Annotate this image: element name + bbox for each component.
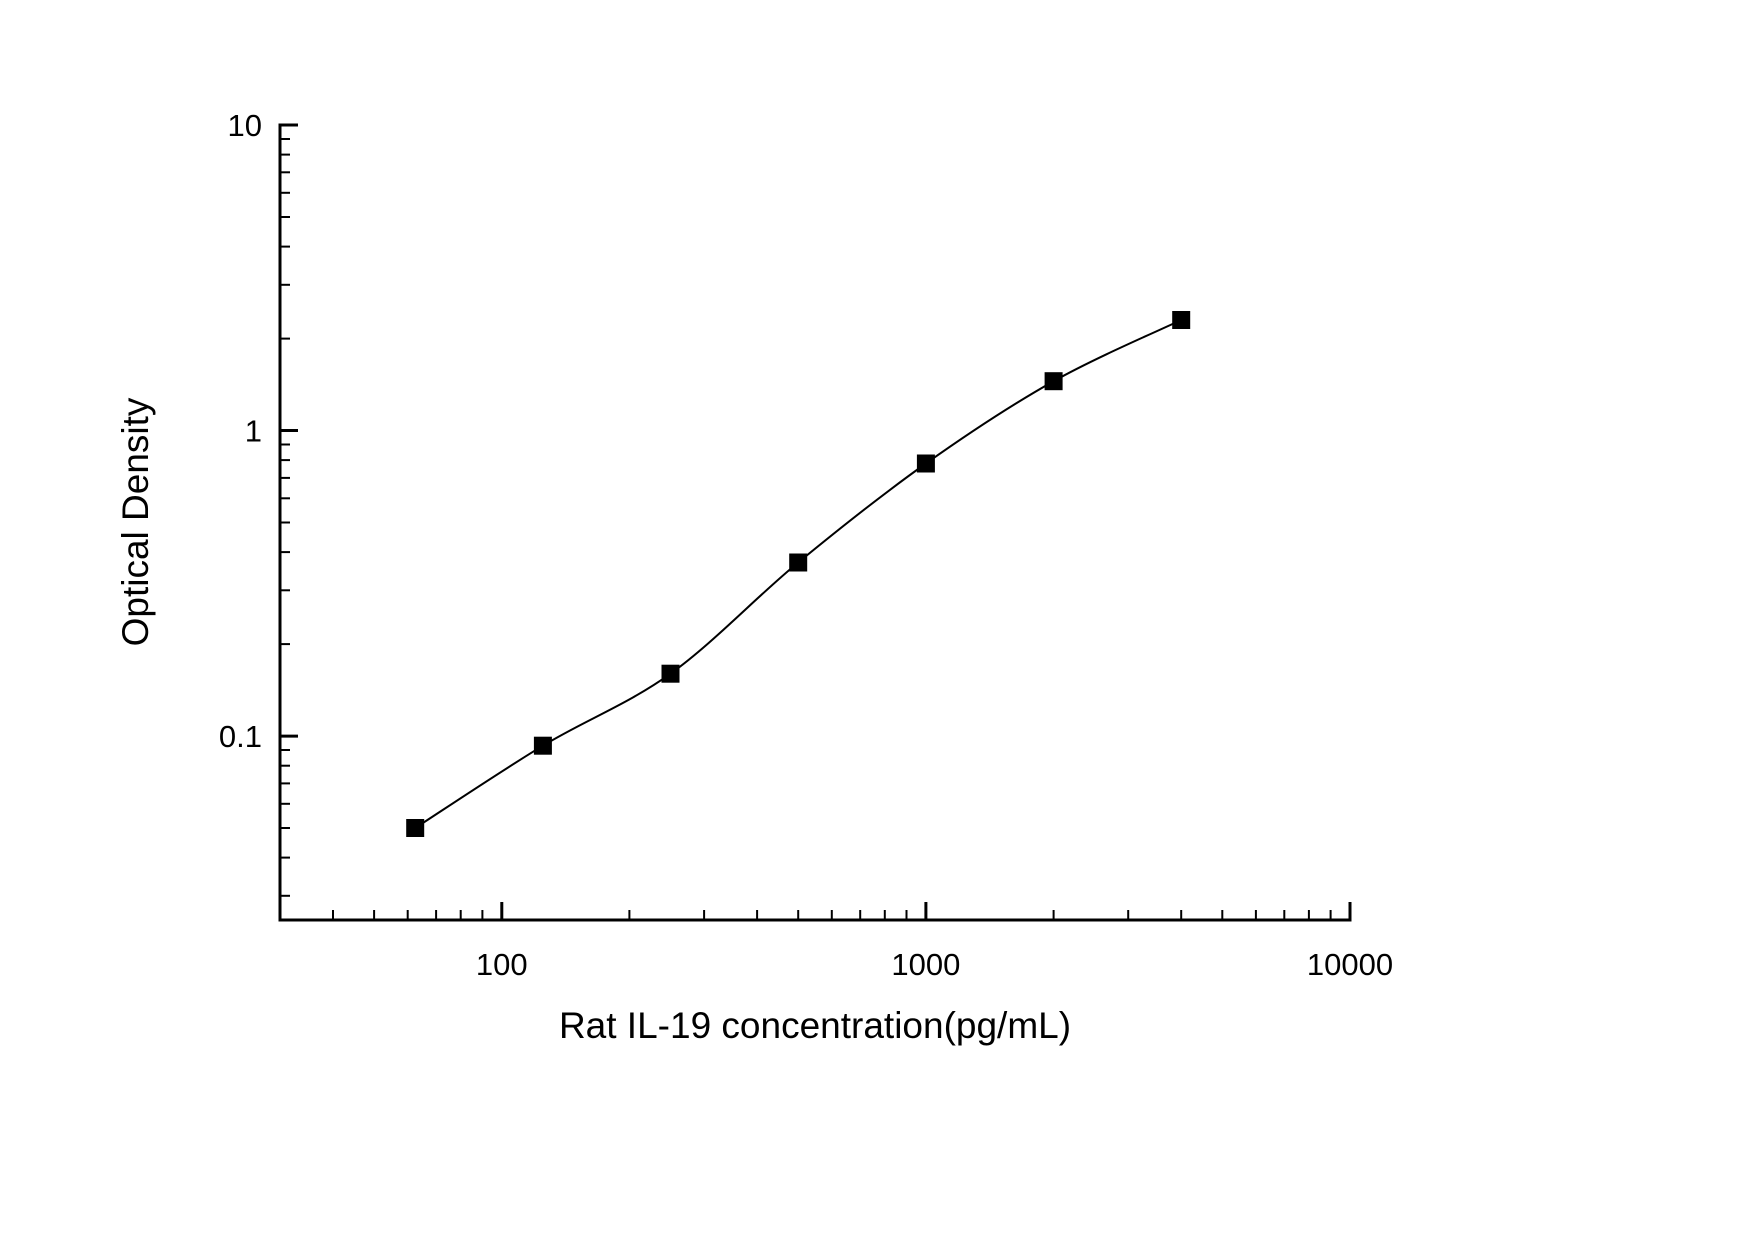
data-point-marker	[533, 736, 552, 755]
x-tick-label: 100	[476, 947, 528, 982]
data-point-marker	[661, 664, 680, 683]
fitted-curve	[414, 319, 1182, 829]
y-tick-label: 1	[245, 414, 262, 449]
x-tick-label: 1000	[891, 947, 960, 982]
y-tick-label: 0.1	[219, 719, 262, 754]
y-axis-title: Optical Density	[115, 397, 156, 646]
data-point-marker	[916, 454, 935, 473]
y-tick-label: 10	[228, 108, 262, 143]
x-axis-title: Rat IL-19 concentration(pg/mL)	[559, 1005, 1071, 1046]
data-point-marker	[789, 553, 808, 572]
axis-spines	[278, 123, 1352, 922]
series-layer	[406, 311, 1191, 837]
data-point-marker	[406, 819, 425, 837]
axes-layer	[278, 123, 1352, 922]
data-point-marker	[1044, 372, 1063, 391]
x-tick-label: 10000	[1307, 947, 1393, 982]
data-point-marker	[1172, 311, 1191, 329]
ticks-layer	[280, 123, 1352, 920]
tick-labels-layer: 100 1000 10000 0.1 1 10	[219, 108, 1393, 982]
